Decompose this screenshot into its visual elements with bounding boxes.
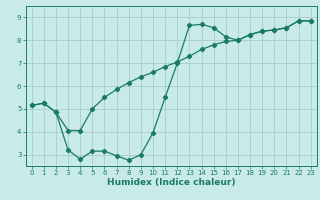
X-axis label: Humidex (Indice chaleur): Humidex (Indice chaleur) <box>107 178 236 187</box>
